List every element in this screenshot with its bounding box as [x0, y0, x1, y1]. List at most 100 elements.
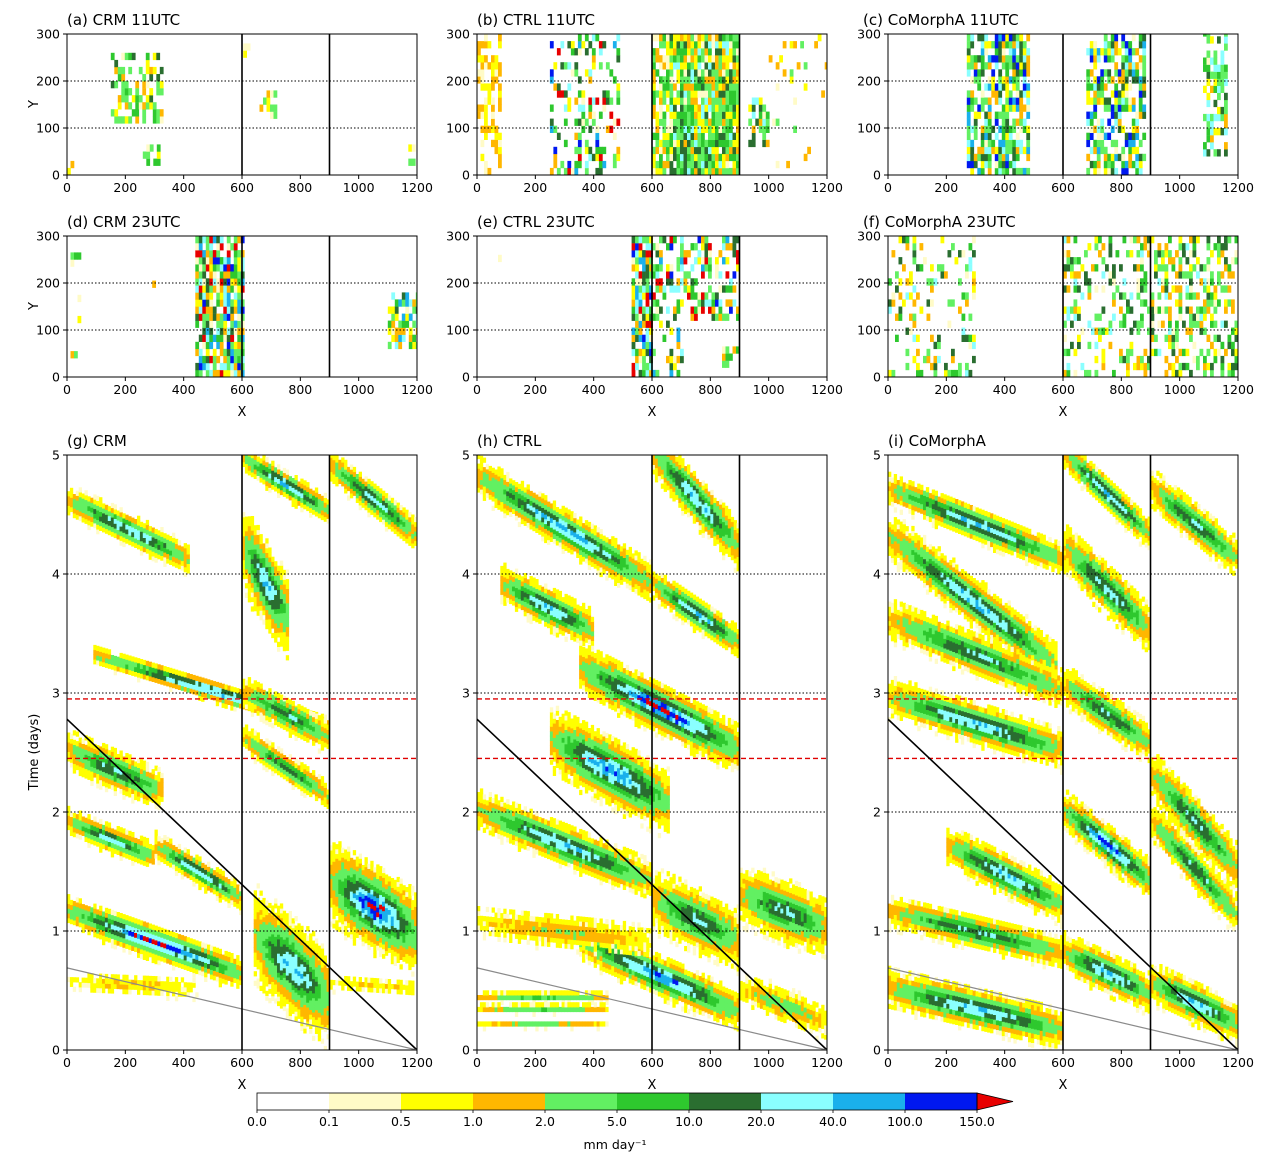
heatmap-cell	[285, 636, 290, 642]
heatmap-cell	[236, 955, 240, 961]
heatmap-cell	[166, 958, 170, 964]
heatmap-cell	[282, 607, 287, 614]
heatmap-cell	[912, 236, 917, 244]
heatmap-cell	[344, 849, 348, 855]
heatmap-cell	[690, 125, 695, 133]
heatmap-cell	[1019, 111, 1024, 119]
heatmap-cell	[912, 320, 917, 328]
heatmap-cell	[645, 362, 650, 371]
heatmap-cell	[259, 463, 263, 469]
heatmap-cell	[314, 501, 319, 507]
heatmap-cell	[250, 596, 255, 603]
heatmap-cell	[67, 737, 71, 743]
heatmap-cell	[116, 773, 120, 779]
heatmap-cell	[279, 632, 284, 638]
heatmap-cell	[189, 957, 193, 963]
heatmap-cell	[994, 132, 999, 140]
heatmap-cell	[690, 243, 695, 251]
heatmap-cell	[262, 581, 266, 587]
heatmap-cell	[119, 526, 123, 532]
heatmap-cell	[268, 576, 272, 582]
heatmap-cell	[645, 243, 650, 251]
heatmap-cell	[259, 562, 263, 568]
heatmap-cell	[195, 362, 200, 371]
heatmap-cell	[1231, 327, 1235, 335]
heatmap-cell	[961, 334, 966, 342]
heatmap-cell	[1077, 313, 1081, 321]
heatmap-cell	[90, 771, 94, 777]
heatmap-cell	[384, 879, 389, 885]
heatmap-cell	[138, 102, 143, 110]
heatmap-cell	[148, 947, 152, 953]
x-tick-label: 1200	[1222, 180, 1254, 195]
heatmap-cell	[1100, 125, 1105, 133]
heatmap-cell	[177, 559, 182, 565]
heatmap-cell	[1063, 348, 1067, 357]
heatmap-cell	[262, 605, 266, 611]
heatmap-cell	[256, 572, 260, 578]
heatmap-cell	[122, 668, 126, 674]
heatmap-cell	[209, 257, 214, 265]
heatmap-cell	[588, 125, 593, 133]
heatmap-cell	[121, 66, 126, 75]
heatmap-cell	[113, 781, 117, 787]
heatmap-cell	[172, 678, 176, 684]
heatmap-cell	[285, 721, 290, 727]
heatmap-cell	[1161, 278, 1165, 286]
heatmap-cell	[708, 167, 712, 175]
heatmap-cell	[81, 918, 85, 924]
heatmap-cell	[142, 88, 147, 96]
heatmap-cell	[96, 505, 100, 511]
heatmap-cell	[729, 41, 733, 49]
heatmap-cell	[347, 903, 351, 909]
heatmap-cell	[230, 348, 235, 357]
heatmap-cell	[694, 139, 698, 148]
heatmap-cell	[81, 904, 85, 910]
heatmap-cell	[303, 504, 307, 510]
heatmap-cell	[335, 891, 339, 897]
heatmap-cell	[277, 464, 281, 470]
heatmap-cell	[145, 790, 150, 796]
heatmap-cell	[309, 507, 313, 513]
heatmap-cell	[715, 313, 719, 321]
heatmap-cell	[1084, 271, 1088, 279]
heatmap-cell	[1001, 139, 1006, 148]
heatmap-cell	[704, 104, 709, 112]
heatmap-cell	[300, 729, 304, 735]
heatmap-cell	[1157, 320, 1162, 328]
heatmap-cell	[1192, 264, 1197, 272]
heatmap-cell	[1196, 236, 1200, 244]
heatmap-cell	[584, 48, 589, 56]
heatmap-cell	[382, 944, 386, 950]
heatmap-cell	[588, 41, 593, 49]
heatmap-cell	[367, 939, 371, 946]
heatmap-cell	[708, 299, 712, 307]
heatmap-cell	[157, 544, 161, 550]
heatmap-cell	[250, 582, 255, 588]
heatmap-cell	[1206, 236, 1211, 244]
heatmap-cell	[157, 535, 161, 541]
heatmap-cell	[638, 313, 643, 321]
heatmap-cell	[595, 146, 600, 155]
heatmap-cell	[99, 656, 103, 662]
heatmap-cell	[137, 767, 141, 773]
heatmap-cell	[96, 749, 100, 756]
heatmap-cell	[224, 969, 228, 976]
heatmap-cell	[84, 494, 88, 501]
heatmap-cell	[145, 548, 150, 554]
heatmap-cell	[135, 116, 140, 124]
heatmap-cell	[237, 292, 242, 300]
heatmap-cell	[666, 83, 670, 91]
heatmap-cell	[142, 765, 147, 771]
heatmap-cell	[75, 514, 80, 520]
heatmap-cell	[282, 472, 287, 478]
heatmap-cell	[128, 754, 132, 760]
heatmap-cell	[669, 146, 674, 155]
x-tick-label: 800	[288, 382, 312, 397]
heatmap-cell	[370, 879, 374, 885]
heatmap-cell	[715, 146, 719, 155]
heatmap-cell	[577, 41, 582, 49]
heatmap-cell	[567, 83, 572, 91]
heatmap-cell	[256, 710, 260, 716]
heatmap-cell	[642, 278, 646, 286]
